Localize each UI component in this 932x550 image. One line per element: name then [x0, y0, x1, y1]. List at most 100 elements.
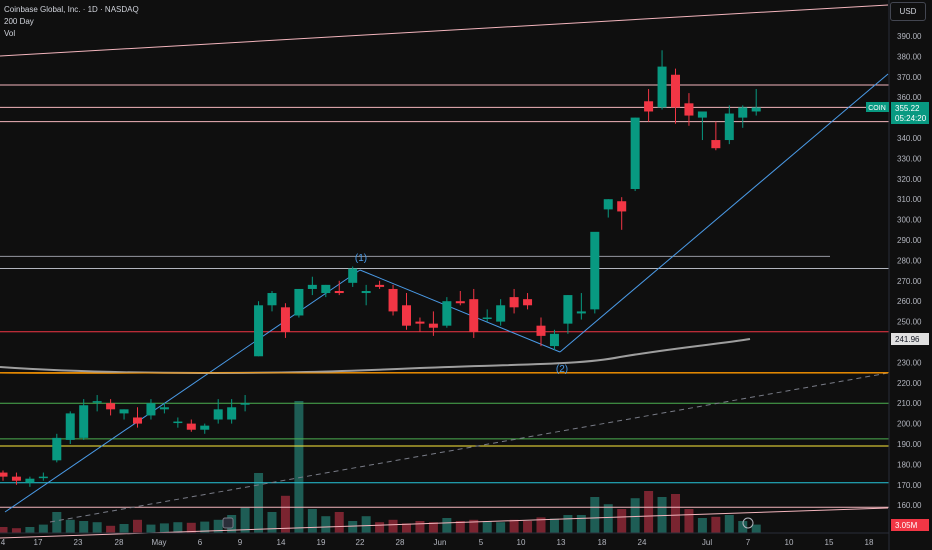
volume-bar [617, 509, 627, 533]
volume-bar [146, 524, 156, 533]
volume-bar [590, 497, 600, 533]
y-tick-label: 290.00 [897, 236, 922, 245]
volume-bar [738, 521, 748, 533]
volume-bar [724, 515, 734, 533]
x-tick-label: 6 [198, 538, 203, 547]
symbol-title[interactable]: Coinbase Global, Inc. · 1D · NASDAQ [4, 5, 139, 14]
x-tick-label: 10 [517, 538, 526, 547]
candle-body [617, 201, 627, 212]
candle-body [11, 476, 21, 481]
candle-body [415, 321, 425, 324]
candle-body [294, 288, 304, 316]
candle-body [590, 231, 600, 310]
ma-orange-line [0, 372, 888, 374]
candle-body [536, 325, 546, 336]
volume-bar [576, 515, 586, 533]
channel-top-line [0, 4, 889, 57]
volume-bar [523, 521, 533, 533]
volume-bar [38, 524, 48, 533]
lightning-icon[interactable] [742, 517, 754, 529]
volume-bar [79, 521, 89, 533]
candle-body [428, 323, 438, 328]
dashed-support-line [49, 372, 889, 523]
volume-legend-label[interactable]: Vol [4, 29, 16, 38]
y-tick-label: 210.00 [897, 399, 922, 408]
current-price-badge-bg [866, 102, 889, 112]
candle-body [133, 417, 142, 424]
volume-bar [294, 401, 304, 533]
candle-body [267, 293, 277, 306]
candle-body [711, 140, 721, 149]
ma-value-text: 241.96 [895, 335, 920, 344]
candle-body [25, 478, 35, 483]
volume-bar [751, 524, 761, 533]
volume-bar [159, 523, 169, 533]
volume-bar [65, 519, 75, 533]
candle-body [576, 311, 586, 314]
time-axis[interactable]: 4 17 23 28 May 6 9 14 19 22 28 Jun 5 10 13 18 24 Jul 7 10 15… [0, 532, 889, 547]
replay-marker[interactable] [742, 517, 754, 529]
x-tick-label: Jun [434, 538, 447, 547]
volume-bar [92, 522, 102, 533]
candle-body [563, 295, 573, 324]
candle-body [684, 103, 694, 116]
candle-body [442, 301, 452, 326]
earnings-marker[interactable] [222, 517, 234, 529]
x-tick-label: 23 [74, 538, 83, 547]
y-tick-label: 340.00 [897, 134, 922, 143]
candle-body [254, 305, 264, 357]
x-tick-label: 4 [1, 538, 6, 547]
volume-bar [388, 519, 398, 533]
candle-body [751, 107, 761, 112]
candle-body [549, 333, 559, 347]
candle-body [146, 403, 156, 416]
candle-body [321, 284, 331, 294]
volume-bar [321, 516, 331, 533]
volume-bar [267, 512, 277, 533]
y-tick-label: 180.00 [897, 460, 922, 469]
y-tick-label: 220.00 [897, 379, 922, 388]
x-tick-label: 24 [638, 538, 647, 547]
volume-bar [455, 521, 465, 533]
ma-value-badge [891, 333, 929, 345]
x-tick-label: 19 [317, 538, 326, 547]
candle-body [186, 423, 196, 430]
volume-bar [711, 516, 721, 533]
volume-bar [375, 522, 385, 533]
y-tick-label: 360.00 [897, 93, 922, 102]
y-tick-label: 260.00 [897, 297, 922, 306]
candle-body [644, 101, 654, 112]
symbol-badge: COIN [868, 105, 886, 112]
y-tick-label: 170.00 [897, 481, 922, 490]
volume-bar [213, 519, 223, 533]
x-tick-label: 14 [277, 538, 286, 547]
volume-bar [25, 527, 35, 533]
volume-bar [603, 504, 613, 533]
candle-body [697, 111, 707, 118]
currency-button[interactable]: USD [890, 2, 926, 21]
y-tick-label: 330.00 [897, 154, 922, 163]
candle-body [106, 403, 116, 410]
y-tick-label: 310.00 [897, 195, 922, 204]
candle-body [200, 425, 210, 430]
volume-bar [402, 523, 411, 533]
candle-body [724, 113, 734, 141]
y-tick-label: 390.00 [897, 32, 922, 41]
y-tick-label: 270.00 [897, 277, 922, 286]
candle-body [92, 401, 102, 403]
ma-legend-label[interactable]: 200 Day [4, 17, 34, 26]
price-axis[interactable]: 390.00380.00370.00360.00350.00340.00330.… [866, 0, 929, 550]
volume-value-badge [891, 519, 929, 531]
candle-body [469, 299, 479, 332]
chart-legend: Coinbase Global, Inc. · 1D · NASDAQ 200 … [4, 4, 139, 40]
volume-bar [536, 517, 546, 533]
earnings-icon[interactable] [222, 517, 234, 529]
rising-trendline [4, 269, 361, 513]
candle-body [79, 405, 89, 438]
volume-bar [0, 527, 8, 533]
candle-body [280, 307, 290, 332]
x-tick-label: 13 [557, 538, 566, 547]
volume-bar [361, 516, 371, 533]
y-tick-label: 200.00 [897, 420, 922, 429]
